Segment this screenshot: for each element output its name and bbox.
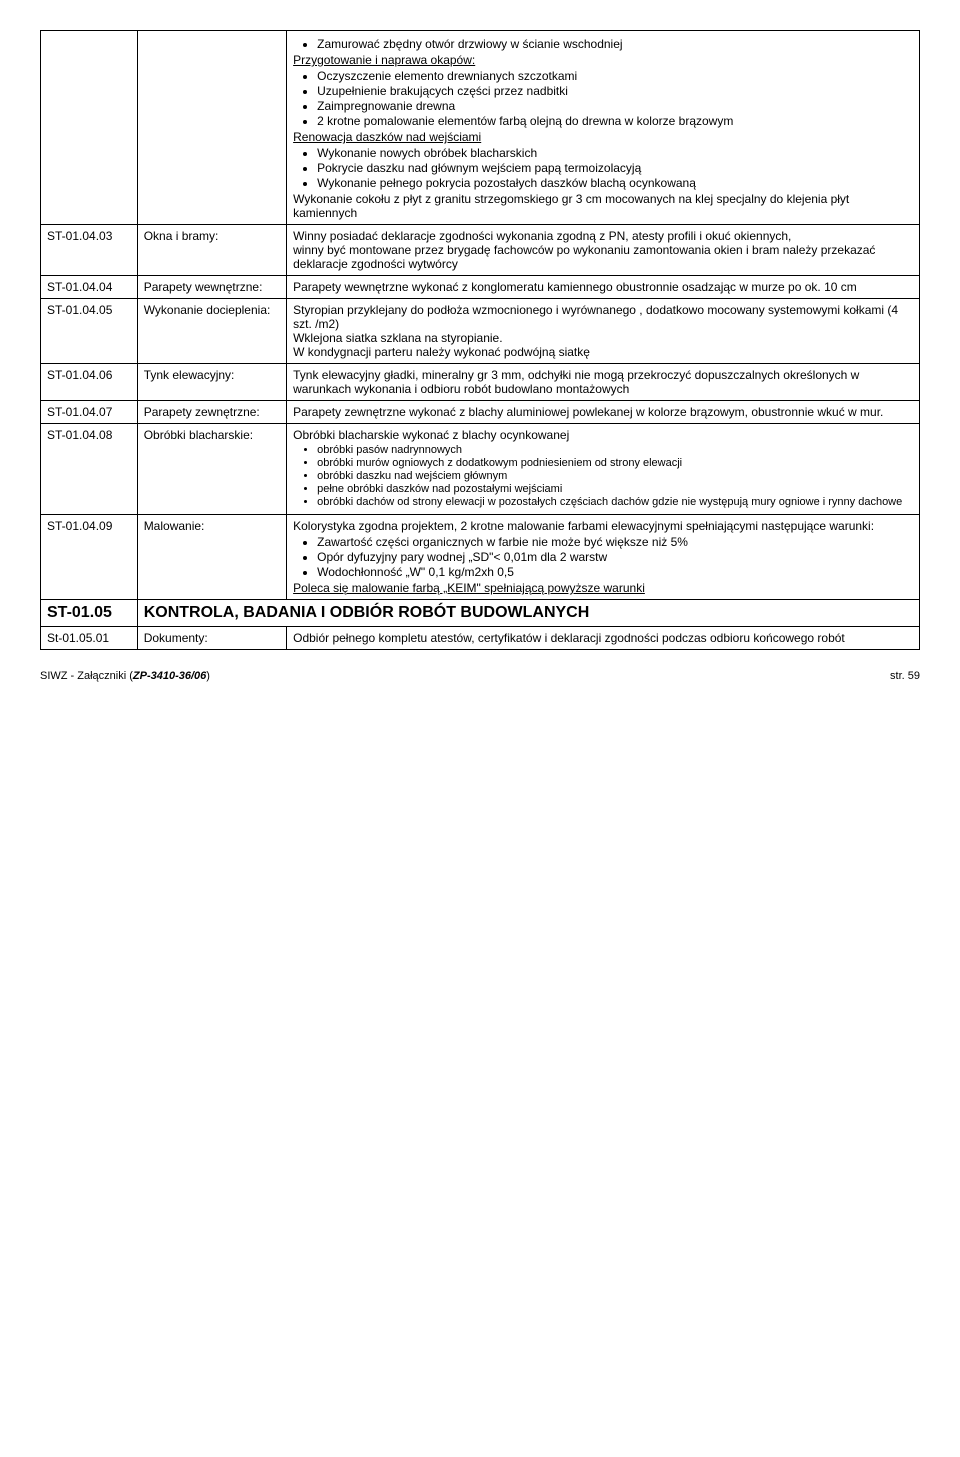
list-item: Wykonanie nowych obróbek blacharskich — [317, 146, 913, 160]
bullet-list: Wykonanie nowych obróbek blacharskichPok… — [293, 146, 913, 190]
row-id: ST-01.04.05 — [41, 299, 138, 364]
row-content: Styropian przyklejany do podłoża wzmocni… — [287, 299, 920, 364]
bullet-list: Oczyszczenie elemento drewnianych szczot… — [293, 69, 913, 128]
paragraph: Styropian przyklejany do podłoża wzmocni… — [293, 303, 913, 331]
page-footer: SIWZ - Załączniki (ZP-3410-36/06) str. 5… — [40, 670, 920, 682]
list-item: obróbki pasów nadrynnowych — [317, 444, 913, 456]
row-content: Kolorystyka zgodna projektem, 2 krotne m… — [287, 515, 920, 600]
list-item: Oczyszczenie elemento drewnianych szczot… — [317, 69, 913, 83]
paragraph: Obróbki blacharskie wykonać z blachy ocy… — [293, 428, 913, 442]
row-content: Obróbki blacharskie wykonać z blachy ocy… — [287, 424, 920, 515]
list-item: obróbki daszku nad wejściem głównym — [317, 470, 913, 482]
row-label — [137, 31, 286, 225]
list-item: Wykonanie pełnego pokrycia pozostałych d… — [317, 176, 913, 190]
table-row: Zamurować zbędny otwór drzwiowy w ściani… — [41, 31, 920, 225]
bullet-list: Zamurować zbędny otwór drzwiowy w ściani… — [293, 37, 913, 51]
row-label: Okna i bramy: — [137, 225, 286, 276]
list-item: Wodochłonność „W" 0,1 kg/m2xh 0,5 — [317, 565, 913, 579]
paragraph: Odbiór pełnego kompletu atestów, certyfi… — [293, 631, 913, 645]
table-row: ST-01.05KONTROLA, BADANIA I ODBIÓR ROBÓT… — [41, 600, 920, 627]
section-title: KONTROLA, BADANIA I ODBIÓR ROBÓT BUDOWLA… — [137, 600, 919, 627]
row-content: Zamurować zbędny otwór drzwiowy w ściani… — [287, 31, 920, 225]
table-row: ST-01.04.08Obróbki blacharskie: Obróbki b… — [41, 424, 920, 515]
row-label: Obróbki blacharskie: — [137, 424, 286, 515]
table-row: ST-01.04.07Parapety zewnętrzne: Parapety … — [41, 401, 920, 424]
paragraph-underline: Poleca się malowanie farbą „KEIM" spełni… — [293, 581, 913, 595]
bullet-list: obróbki pasów nadrynnowychobróbki murów … — [293, 444, 913, 508]
table-row: ST-01.04.04Parapety wewnętrzne: Parapety … — [41, 276, 920, 299]
list-item: Zawartość części organicznych w farbie n… — [317, 535, 913, 549]
footer-left: SIWZ - Załączniki (ZP-3410-36/06) — [40, 670, 210, 682]
subsection-heading: Renowacja daszków nad wejściami — [293, 130, 913, 144]
row-label: Parapety zewnętrzne: — [137, 401, 286, 424]
table-row: ST-01.04.09Malowanie: Kolorystyka zgodna … — [41, 515, 920, 600]
list-item: Zamurować zbędny otwór drzwiowy w ściani… — [317, 37, 913, 51]
list-item: Uzupełnienie brakujących części przez na… — [317, 84, 913, 98]
footer-page-number: str. 59 — [890, 670, 920, 682]
table-row: ST-01.04.06Tynk elewacyjny:Tynk elewacyj… — [41, 364, 920, 401]
row-id: ST-01.04.09 — [41, 515, 138, 600]
footer-suffix: ) — [206, 670, 210, 682]
row-id — [41, 31, 138, 225]
row-id: St-01.05.01 — [41, 627, 138, 650]
paragraph: Wykonanie cokołu z płyt z granitu strzeg… — [293, 192, 913, 220]
row-label: Wykonanie docieplenia: — [137, 299, 286, 364]
paragraph: winny być montowane przez brygadę fachow… — [293, 243, 913, 271]
row-id: ST-01.04.06 — [41, 364, 138, 401]
row-label: Dokumenty: — [137, 627, 286, 650]
list-item: obróbki dachów od strony elewacji w pozo… — [317, 496, 913, 508]
list-item: obróbki murów ogniowych z dodatkowym pod… — [317, 457, 913, 469]
list-item: Pokrycie daszku nad głównym wejściem pap… — [317, 161, 913, 175]
list-item: 2 krotne pomalowanie elementów farbą ole… — [317, 114, 913, 128]
table-row: ST-01.04.05Wykonanie docieplenia:Styropi… — [41, 299, 920, 364]
row-id: ST-01.04.08 — [41, 424, 138, 515]
row-content: Tynk elewacyjny gładki, mineralny gr 3 m… — [287, 364, 920, 401]
row-content: Parapety zewnętrzne wykonać z blachy alu… — [287, 401, 920, 424]
footer-prefix: SIWZ - Załączniki ( — [40, 670, 133, 682]
row-content: Odbiór pełnego kompletu atestów, certyfi… — [287, 627, 920, 650]
spec-table: Zamurować zbędny otwór drzwiowy w ściani… — [40, 30, 920, 650]
paragraph: W kondygnacji parteru należy wykonać pod… — [293, 345, 913, 359]
row-label: Parapety wewnętrzne: — [137, 276, 286, 299]
list-item: Opór dyfuzyjny pary wodnej „SD"< 0,01m d… — [317, 550, 913, 564]
section-id: ST-01.05 — [41, 600, 138, 627]
row-id: ST-01.04.03 — [41, 225, 138, 276]
paragraph: Parapety wewnętrzne wykonać z konglomera… — [293, 280, 913, 294]
list-item: pełne obróbki daszków nad pozostałymi we… — [317, 483, 913, 495]
row-content: Winny posiadać deklaracje zgodności wyko… — [287, 225, 920, 276]
paragraph: Tynk elewacyjny gładki, mineralny gr 3 m… — [293, 368, 913, 396]
row-content: Parapety wewnętrzne wykonać z konglomera… — [287, 276, 920, 299]
footer-doc-code: ZP-3410-36/06 — [133, 670, 206, 682]
row-label: Malowanie: — [137, 515, 286, 600]
list-item: Zaimpregnowanie drewna — [317, 99, 913, 113]
table-row: ST-01.04.03Okna i bramy: Winny posiadać d… — [41, 225, 920, 276]
row-id: ST-01.04.04 — [41, 276, 138, 299]
paragraph: Winny posiadać deklaracje zgodności wyko… — [293, 229, 913, 243]
table-row: St-01.05.01Dokumenty: Odbiór pełnego komp… — [41, 627, 920, 650]
bullet-list: Zawartość części organicznych w farbie n… — [293, 535, 913, 579]
paragraph: Parapety zewnętrzne wykonać z blachy alu… — [293, 405, 913, 419]
row-id: ST-01.04.07 — [41, 401, 138, 424]
row-label: Tynk elewacyjny: — [137, 364, 286, 401]
paragraph: Wklejona siatka szklana na styropianie. — [293, 331, 913, 345]
paragraph: Kolorystyka zgodna projektem, 2 krotne m… — [293, 519, 913, 533]
subsection-heading: Przygotowanie i naprawa okapów: — [293, 53, 913, 67]
